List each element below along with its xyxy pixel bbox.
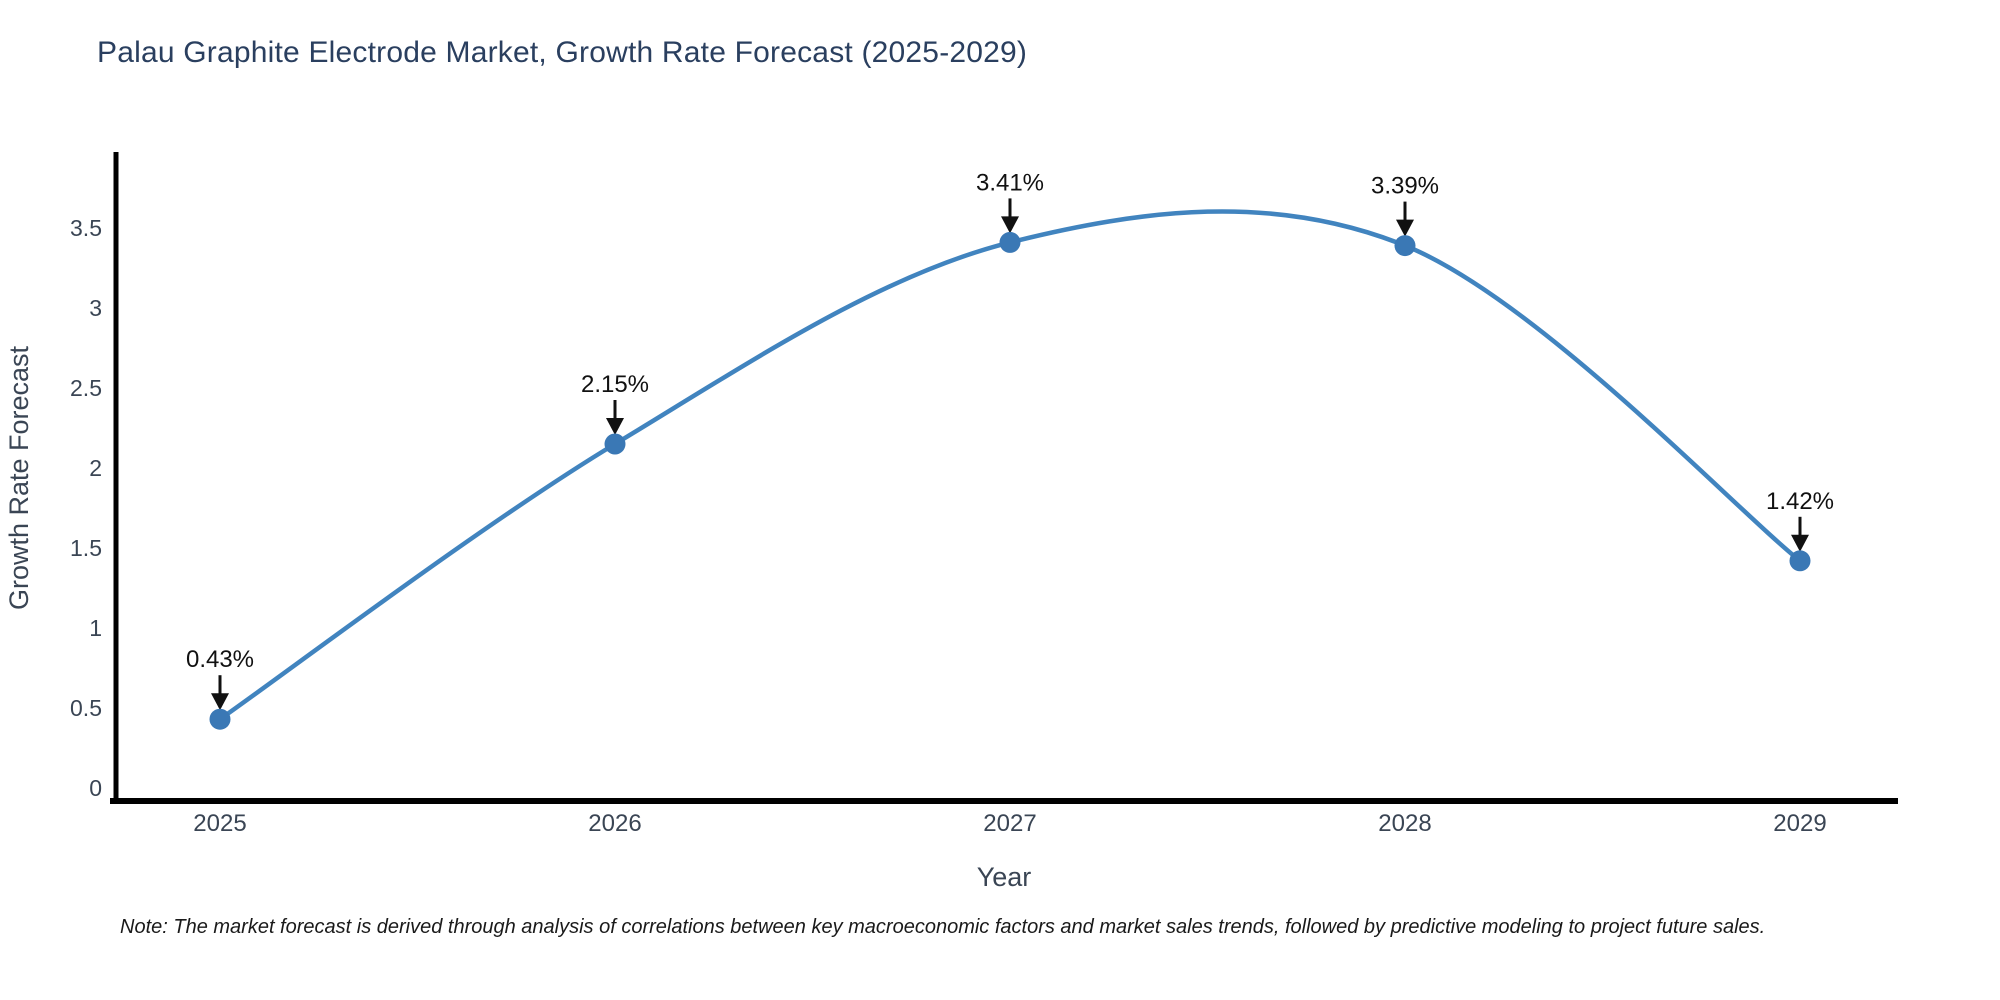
- data-point-label: 0.43%: [186, 646, 254, 673]
- y-tick-label: 2.5: [70, 375, 102, 401]
- data-point-marker: [604, 433, 626, 455]
- annotation-arrow-head: [606, 418, 624, 435]
- annotation-arrow-head: [1001, 216, 1019, 234]
- annotation-arrow-head: [211, 693, 229, 711]
- y-tick-label: 2: [89, 455, 102, 481]
- data-point-label: 3.41%: [976, 169, 1044, 196]
- annotation-arrow-head: [1791, 534, 1809, 552]
- x-tick-label: 2026: [588, 810, 641, 837]
- y-tick-label: 0: [89, 775, 102, 801]
- x-tick-label: 2027: [983, 810, 1036, 837]
- chart-title: Palau Graphite Electrode Market, Growth …: [97, 36, 1028, 69]
- y-axis-title: Growth Rate Forecast: [4, 345, 34, 610]
- data-point-label: 3.39%: [1371, 173, 1439, 200]
- x-tick-label: 2025: [193, 810, 246, 837]
- x-tick-label: 2029: [1773, 810, 1826, 837]
- data-point-label: 1.42%: [1766, 488, 1834, 515]
- line-series: [217, 209, 1803, 722]
- y-tick-label: 3.5: [70, 215, 102, 241]
- data-point-marker: [209, 708, 231, 730]
- x-tick-label: 2028: [1378, 810, 1431, 837]
- y-tick-label: 1: [89, 615, 102, 641]
- data-point-marker: [1789, 550, 1811, 572]
- y-tick-label: 3: [89, 295, 102, 321]
- data-point-marker: [1394, 235, 1416, 257]
- data-point-marker: [999, 231, 1021, 253]
- annotation-arrow-head: [1396, 219, 1414, 237]
- chart-footnote: Note: The market forecast is derived thr…: [120, 916, 1766, 938]
- y-tick-label: 0.5: [70, 695, 102, 721]
- y-tick-label: 1.5: [70, 535, 102, 561]
- x-axis-title: Year: [977, 862, 1032, 892]
- data-point-label: 2.15%: [581, 371, 649, 398]
